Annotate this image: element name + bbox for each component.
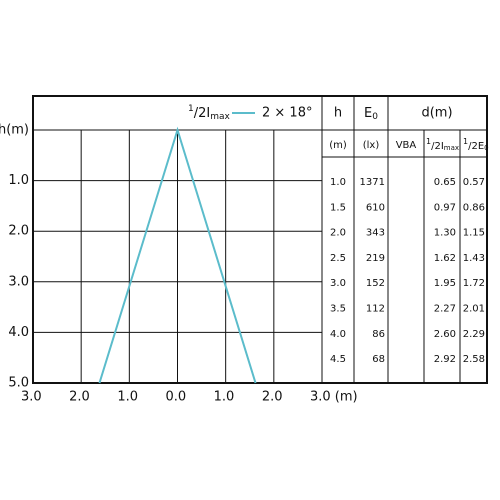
x-tick-label: 3.0 [21,390,42,405]
y-tick-label: 3.0 [8,274,29,289]
col-header: h [334,106,342,121]
table-cell: 86 [372,329,385,340]
unit: (m) [329,140,347,151]
sup: 1 [463,137,468,146]
sub: max [210,112,230,122]
table-cell: 2.29 [463,329,485,340]
sup: 1 [188,104,194,114]
table-cell: 152 [366,278,385,289]
main: /2I [431,141,444,152]
sub: 0 [484,144,488,152]
frame [32,95,488,384]
table-cell: 343 [366,228,385,239]
table-cell: 0.86 [463,202,485,213]
table-cell: 1.62 [434,253,456,264]
sub: max [444,144,459,152]
y-tick-label: 2.0 [8,224,29,239]
table-cell: 1.30 [434,228,456,239]
table-cell: 1.72 [463,278,485,289]
unit: VBA [396,140,417,151]
table-cell: 1.43 [463,253,485,264]
x-tick-label: 2.0 [69,390,90,405]
col-header: E0 [364,106,378,122]
table-cell: 1.0 [330,177,346,188]
table-cell: 2.0 [330,228,346,239]
table-cell: 0.57 [463,177,485,188]
legend-label: 2 × 18° [262,106,312,121]
x-tick-label: 2.0 [262,390,283,405]
table-cell: 1.5 [330,202,346,213]
table-cell: 0.65 [434,177,456,188]
x-tick-label: 3.0 (m) [310,390,358,405]
table-cell: 1.95 [434,278,456,289]
table-cell: 219 [366,253,385,264]
table-cell: 4.5 [330,354,346,365]
y-tick-label: 5.0 [8,376,29,391]
table-cell: 3.0 [330,278,346,289]
table-cell: 4.0 [330,329,346,340]
x-tick-label: 0.0 [166,390,187,405]
main: /2I [194,106,211,121]
table-cell: 0.97 [434,202,456,213]
y-tick-label: 4.0 [8,325,29,340]
unit: 1/2E0 [463,137,489,153]
table-cell: 2.92 [434,354,456,365]
y-tick-label: h(m) [0,123,29,138]
table-cell: 1371 [360,177,385,188]
main: E [364,106,372,121]
table-cell: 2.60 [434,329,456,340]
unit: (lx) [363,140,380,151]
table-cell: 2.5 [330,253,346,264]
table-cell: 68 [372,354,385,365]
legend-title: 1/2Imax [188,104,231,122]
x-tick-label: 1.0 [214,390,235,405]
table-cell: 3.5 [330,304,346,315]
table-cell: 2.58 [463,354,485,365]
x-tick-label: 1.0 [117,390,138,405]
sub: 0 [372,112,378,122]
table-cell: 610 [366,202,385,213]
table-cell: 2.27 [434,304,456,315]
table-cell: 2.01 [463,304,485,315]
col-header: d(m) [421,106,452,121]
table-cell: 112 [366,304,385,315]
beam-line [98,126,257,384]
table-cell: 1.15 [463,228,485,239]
unit: 1/2Imax [426,137,459,153]
y-tick-label: 1.0 [8,173,29,188]
main: /2E [468,141,484,152]
sup: 1 [426,137,431,146]
